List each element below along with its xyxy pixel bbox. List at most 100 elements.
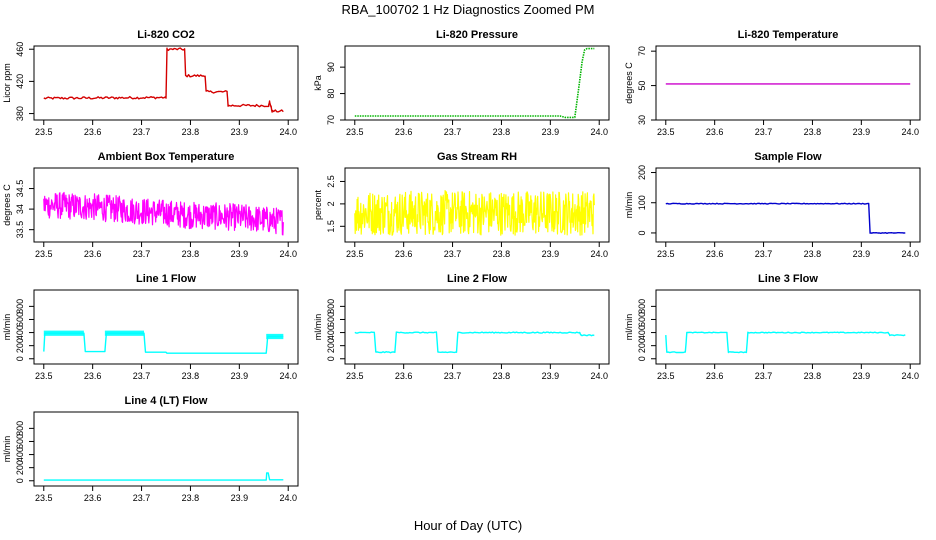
x-tick-label: 23.9 [231,371,249,381]
x-tick-label: 23.6 [84,127,102,137]
series-group [43,472,284,481]
chart-title: Line 2 Flow [447,273,507,285]
x-tick-label: 23.9 [231,249,249,259]
y-tick-label: 600 [326,312,336,327]
series-group [43,47,284,113]
series-line [354,47,595,119]
x-tick-label: 23.9 [853,249,871,259]
x-tick-label: 23.5 [346,371,364,381]
plot-frame [655,167,921,243]
y-tick-label: 34 [15,204,25,214]
chart-title: Ambient Box Temperature [98,151,235,163]
x-tick-label: 23.5 [657,371,675,381]
series-line [665,331,906,354]
x-tick-label: 23.8 [493,371,511,381]
x-tick-label: 23.6 [84,249,102,259]
x-tick-label: 23.9 [542,371,560,381]
y-tick-label: 70 [637,46,647,56]
y-axis-label: ml/min [313,314,323,341]
x-tick-label: 23.8 [182,371,200,381]
x-tick-label: 23.7 [133,493,151,503]
series-line [43,47,284,113]
x-tick-label: 23.9 [231,493,249,503]
series-group [354,47,595,119]
x-tick-label: 23.8 [804,127,822,137]
chart-title: Li-820 Temperature [738,29,839,41]
chart-panel-5: Gas Stream RH percent 23.5 23.6 23.7 23.8 23.9… [313,151,610,259]
plot-frame [344,289,610,365]
x-tick-label: 23.7 [444,249,462,259]
x-tick-label: 23.5 [35,249,53,259]
x-tick-label: 23.8 [182,493,200,503]
y-tick-label: 600 [15,434,25,449]
y-tick-label: 0 [637,356,647,361]
y-tick-label: 0 [637,230,647,235]
series-line [354,190,595,236]
y-tick-label: 70 [326,115,336,125]
y-tick-label: 600 [637,312,647,327]
chart-panel-3: Li-820 Temperature degrees C 23.5 23.6 23.7 2… [624,29,921,137]
x-tick-label: 24.0 [590,249,608,259]
y-tick-label: 400 [15,325,25,340]
x-tick-label: 23.7 [444,371,462,381]
chart-title: Sample Flow [754,151,822,163]
chart-panel-7: Line 1 Flow ml/min 23.5 23.6 23.7 23.8 23.9 24.… [2,273,299,381]
plot-frame [33,411,299,487]
x-tick-label: 23.6 [706,371,724,381]
y-tick-label: 0 [326,356,336,361]
x-tick-label: 23.8 [493,127,511,137]
x-tick-label: 23.8 [804,371,822,381]
y-tick-label: 420 [15,74,25,89]
y-axis-label: ml/min [2,436,12,463]
series-line [43,332,284,354]
x-tick-label: 23.9 [853,127,871,137]
y-tick-label: 33.5 [15,221,25,239]
x-tick-label: 23.6 [84,371,102,381]
chart-panel-9: Line 3 Flow ml/min 23.5 23.6 23.7 23.8 23.9 24.… [624,273,921,381]
x-tick-label: 23.9 [542,249,560,259]
series-group [665,331,906,354]
y-axis-label: kPa [313,75,323,91]
x-tick-label: 23.8 [804,249,822,259]
x-tick-label: 23.7 [133,127,151,137]
y-tick-label: 400 [326,325,336,340]
y-tick-label: 600 [15,312,25,327]
y-tick-label: 400 [637,325,647,340]
x-tick-label: 23.7 [133,249,151,259]
y-tick-label: 30 [637,115,647,125]
plot-frame [344,45,610,121]
series-group [665,202,906,234]
y-tick-label: 800 [15,421,25,436]
x-tick-label: 23.5 [35,127,53,137]
chart-title: Line 4 (LT) Flow [125,395,208,407]
y-tick-label: 80 [326,89,336,99]
chart-panel-6: Sample Flow ml/min 23.5 23.6 23.7 23.8 23.9 24.… [624,151,921,259]
x-tick-label: 23.7 [755,249,773,259]
y-tick-label: 380 [15,106,25,121]
x-tick-label: 24.0 [590,371,608,381]
y-tick-label: 0 [15,478,25,483]
x-tick-label: 23.6 [395,371,413,381]
y-axis-label: percent [313,189,323,220]
x-tick-label: 24.0 [279,127,297,137]
chart-title: Li-820 CO2 [137,29,194,41]
chart-title: Line 3 Flow [758,273,818,285]
x-tick-label: 23.8 [182,127,200,137]
y-tick-label: 90 [326,62,336,72]
x-tick-label: 23.8 [493,249,511,259]
y-axis-label: ml/min [624,192,634,219]
plot-frame [33,289,299,365]
series-line [43,191,284,236]
x-tick-label: 23.5 [657,127,675,137]
y-tick-label: 200 [15,338,25,353]
chart-title: Gas Stream RH [437,151,517,163]
x-tick-label: 23.5 [346,249,364,259]
y-tick-label: 0 [15,356,25,361]
chart-panel-8: Line 2 Flow ml/min 23.5 23.6 23.7 23.8 23.9 24.… [313,273,610,381]
y-tick-label: 1.5 [326,220,336,233]
chart-panel-2: Li-820 Pressure kPa 23.5 23.6 23.7 23.8 23.9 24… [313,29,610,137]
x-tick-label: 23.7 [133,371,151,381]
y-tick-label: 460 [15,42,25,57]
y-tick-label: 400 [15,447,25,462]
x-tick-label: 24.0 [590,127,608,137]
